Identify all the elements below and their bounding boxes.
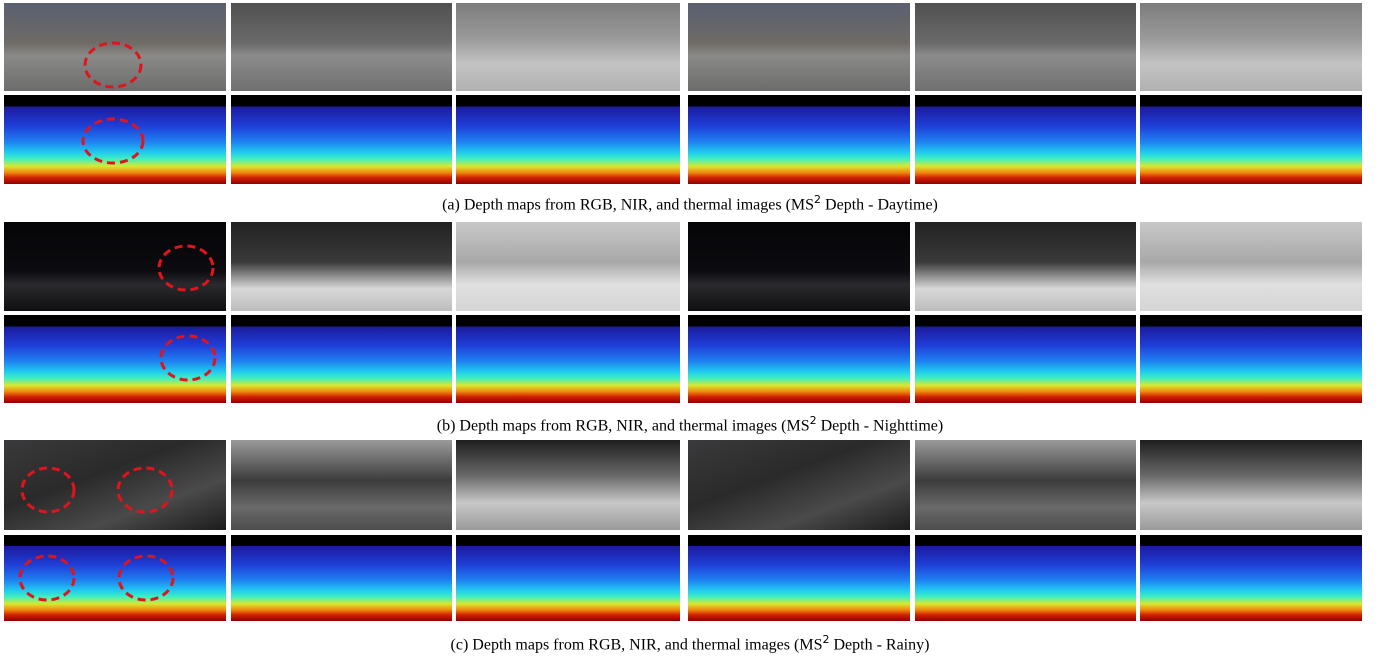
caption-superscript: 2 (810, 414, 817, 427)
caption-before: (b) Depth maps from RGB, NIR, and therma… (437, 417, 787, 434)
input-image (4, 222, 226, 311)
input-image (231, 222, 452, 311)
input-image (915, 3, 1136, 91)
depth-map (456, 535, 680, 621)
depth-map (688, 535, 910, 621)
figure: (a) Depth maps from RGB, NIR, and therma… (0, 0, 1380, 658)
input-image (456, 3, 680, 91)
input-image (4, 3, 226, 91)
caption: (a) Depth maps from RGB, NIR, and therma… (0, 193, 1380, 214)
caption-before: (a) Depth maps from RGB, NIR, and therma… (442, 196, 791, 213)
caption-after: Depth - Nighttime) (817, 417, 944, 434)
caption: (c) Depth maps from RGB, NIR, and therma… (0, 633, 1380, 654)
caption-dataset: MS (799, 636, 822, 653)
depth-map (231, 95, 452, 184)
depth-map (915, 315, 1136, 403)
depth-map (915, 535, 1136, 621)
caption-before: (c) Depth maps from RGB, NIR, and therma… (451, 636, 800, 653)
depth-map (231, 315, 452, 403)
depth-map (456, 315, 680, 403)
depth-map (688, 315, 910, 403)
input-image (688, 3, 910, 91)
depth-map (4, 315, 226, 403)
input-image (688, 440, 910, 530)
input-image (231, 3, 452, 91)
depth-map (915, 95, 1136, 184)
caption-after: Depth - Daytime) (821, 196, 938, 213)
depth-map (1140, 535, 1362, 621)
depth-map (4, 95, 226, 184)
depth-map (456, 95, 680, 184)
caption-superscript: 2 (814, 193, 821, 206)
input-image (688, 222, 910, 311)
depth-map (1140, 315, 1362, 403)
input-image (231, 440, 452, 530)
depth-map (4, 535, 226, 621)
input-image (915, 440, 1136, 530)
depth-map (1140, 95, 1362, 184)
caption: (b) Depth maps from RGB, NIR, and therma… (0, 414, 1380, 435)
caption-after: Depth - Rainy) (829, 636, 929, 653)
depth-map (688, 95, 910, 184)
input-image (456, 222, 680, 311)
caption-dataset: MS (786, 417, 809, 434)
input-image (456, 440, 680, 530)
caption-dataset: MS (791, 196, 814, 213)
depth-map (231, 535, 452, 621)
input-image (1140, 440, 1362, 530)
input-image (915, 222, 1136, 311)
input-image (1140, 3, 1362, 91)
input-image (4, 440, 226, 530)
input-image (1140, 222, 1362, 311)
